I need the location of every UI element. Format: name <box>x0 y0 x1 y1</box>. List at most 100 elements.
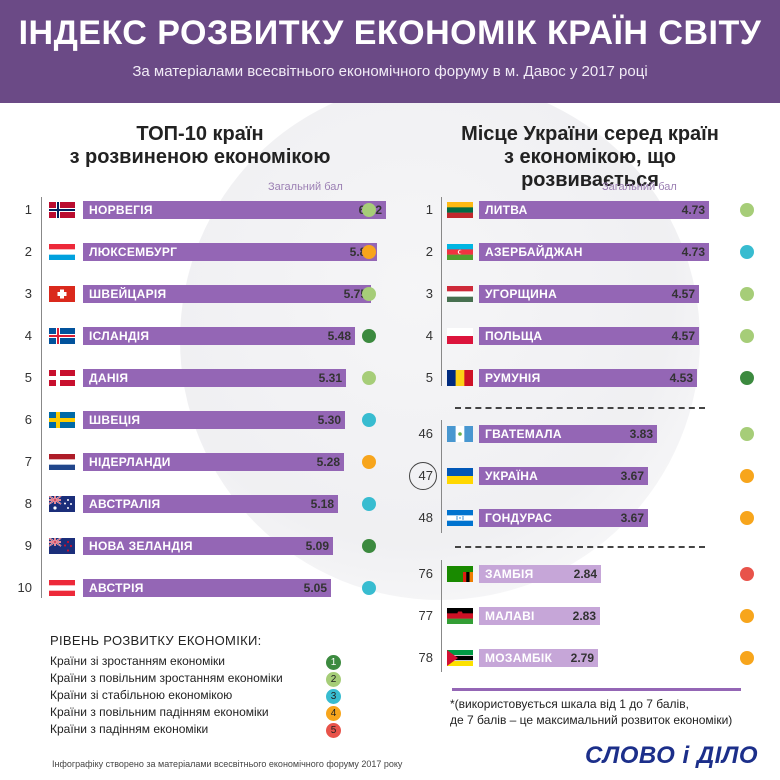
score-value: 4.73 <box>681 245 705 259</box>
score-value: 3.83 <box>629 427 653 441</box>
rank-number: 7 <box>24 454 32 469</box>
bar <box>83 495 338 513</box>
country-name: ПОЛЬЩА <box>485 329 543 343</box>
right-axis-line-mid <box>441 420 442 533</box>
level-dot <box>362 539 376 553</box>
level-dot <box>362 245 376 259</box>
new-zealand-flag <box>49 538 75 554</box>
legend-label-1: Країни зі зростанням економіки <box>50 654 225 668</box>
scale-note-line1: *(використовується шкала від 1 до 7 балі… <box>450 697 689 711</box>
chart-row-azerbaijan: 2 АЗЕРБАЙДЖАН 4.73 <box>0 242 780 262</box>
rank-number: 8 <box>24 496 32 511</box>
legend-label-4: Країни з повільним падінням економіки <box>50 705 269 719</box>
country-name: ЛЮКСЕМБУРГ <box>89 245 178 259</box>
level-dot <box>740 427 754 441</box>
score-value: 2.83 <box>572 609 596 623</box>
score-value: 3.67 <box>620 511 644 525</box>
score-value: 2.79 <box>570 651 594 665</box>
level-dot <box>362 455 376 469</box>
scale-bar <box>452 688 741 691</box>
rank-number: 9 <box>24 538 32 553</box>
legend-badge-1: 1 <box>326 655 341 670</box>
rank-number: 3 <box>425 286 433 301</box>
chart-row-austria: 10 АВСТРІЯ 5.05 <box>0 578 780 598</box>
zambia-flag <box>447 566 473 582</box>
footer-credit: Інфографіку створено за матеріалами всес… <box>52 759 403 769</box>
bar <box>479 425 657 443</box>
bar <box>83 243 377 261</box>
legend-title: РІВЕНЬ РОЗВИТКУ ЕКОНОМІКИ: <box>50 633 262 648</box>
page-subtitle: За матеріалами всесвітнього економічного… <box>132 63 648 80</box>
iceland-flag <box>49 328 75 344</box>
legend-label-3: Країни зі стабільною економікою <box>50 688 233 702</box>
left-section-title: ТОП-10 країн з розвиненою економікою <box>60 123 340 169</box>
score-value: 5.75 <box>343 287 367 301</box>
right-axis-line-top <box>441 197 442 386</box>
score-value: 5.30 <box>317 413 341 427</box>
rank-number: 10 <box>17 580 32 595</box>
score-value: 4.73 <box>681 203 705 217</box>
country-name: АВСТРІЯ <box>89 581 144 595</box>
left-title-line2: з розвиненою економікою <box>69 146 331 168</box>
bar <box>83 453 344 471</box>
netherlands-flag <box>49 454 75 470</box>
chart-row-luxembourg: 2ЛЮКСЕМБУРГ5.86 <box>0 242 780 262</box>
left-axis-line <box>41 197 42 598</box>
bar <box>479 369 697 387</box>
ukraine-flag <box>447 468 473 484</box>
country-name: УКРАЇНА <box>485 469 539 483</box>
country-name: МАЛАВІ <box>485 609 535 623</box>
chart-row-new-zealand: 9 НОВА ЗЕЛАНДІЯ 5.09 <box>0 536 780 556</box>
denmark-flag <box>49 370 75 386</box>
country-name: МОЗАМБІК <box>485 651 553 665</box>
rank-number: 77 <box>418 608 433 623</box>
poland-flag <box>447 328 473 344</box>
azerbaijan-flag <box>447 244 473 260</box>
chart-row-netherlands: 7 НІДЕРЛАНДИ 5.28 <box>0 452 780 472</box>
country-name: НОРВЕГІЯ <box>89 203 153 217</box>
rank-number: 47 <box>418 468 433 483</box>
hungary-flag <box>447 286 473 302</box>
bar <box>83 411 345 429</box>
bar <box>479 509 648 527</box>
bar <box>479 607 600 625</box>
level-dot <box>362 329 376 343</box>
chart-row-hungary: 3 УГОРЩИНА 4.57 <box>0 284 780 304</box>
level-dot <box>362 203 376 217</box>
score-value: 5.05 <box>303 581 327 595</box>
scale-note: *(використовується шкала від 1 до 7 балі… <box>450 696 732 728</box>
legend-item-1: Країни зі зростанням економіки <box>50 654 225 668</box>
rank-number: 76 <box>418 566 433 581</box>
right-title-line2: з економікою, що розвивається <box>504 146 676 191</box>
legend-item-3: Країни зі стабільною економікою <box>50 688 232 702</box>
scale-note-line2: де 7 балів – це максимальний розвиток ек… <box>450 713 733 727</box>
level-dot <box>362 581 376 595</box>
rank-number: 1 <box>24 202 32 217</box>
right-score-header: Загальний бал <box>602 181 677 193</box>
legend-badge-2: 2 <box>326 672 341 687</box>
level-dot <box>740 371 754 385</box>
country-name: ЛИТВА <box>485 203 528 217</box>
level-dot <box>740 469 754 483</box>
australia-flag <box>49 496 75 512</box>
bar <box>83 537 333 555</box>
left-score-header: Загальний бал <box>268 181 343 193</box>
rank-number: 3 <box>24 286 32 301</box>
left-title-line1: ТОП-10 країн <box>136 123 264 145</box>
country-name: АВСТРАЛІЯ <box>89 497 161 511</box>
rank-number: 48 <box>418 510 433 525</box>
rank-number: 5 <box>425 370 433 385</box>
switzerland-flag <box>49 286 75 302</box>
legend-badge-3: 3 <box>326 689 341 704</box>
chart-row-poland: 4 ПОЛЬЩА 4.57 <box>0 326 780 346</box>
chart-row-australia: 8 АВСТРАЛІЯ 5.18 <box>0 494 780 514</box>
chart-row-zambia: 76 ЗАМБІЯ 2.84 <box>0 564 780 584</box>
legend-label-5: Країни з падінням економіки <box>50 722 209 736</box>
lithuania-flag <box>447 202 473 218</box>
legend-item-2: Країни з повільним зростанням економіки <box>50 671 283 685</box>
level-dot <box>740 651 754 665</box>
chart-row-sweden: 6 ШВЕЦІЯ 5.30 <box>0 410 780 430</box>
page-title: ІНДЕКС РОЗВИТКУ ЕКОНОМІК КРАЇН СВІТУ <box>18 14 762 52</box>
chart-row-mozambique: 78 МОЗАМБІК 2.79 <box>0 648 780 668</box>
country-name: ДАНІЯ <box>89 371 129 385</box>
